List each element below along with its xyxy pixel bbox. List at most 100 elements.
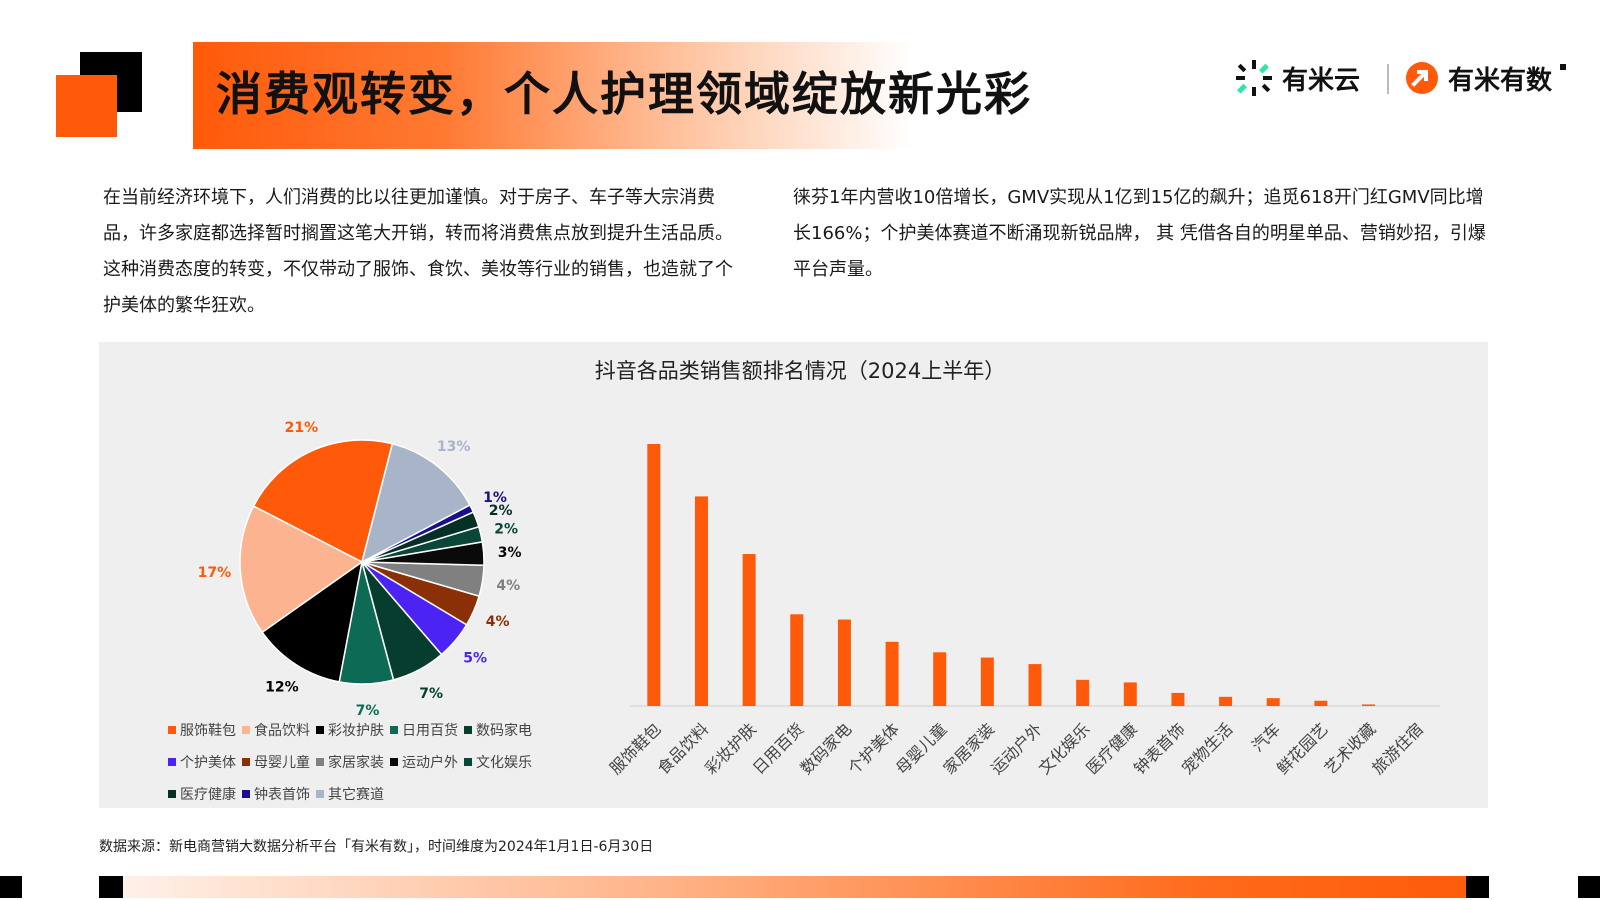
youmi-data-logo: 有米有数: [1404, 58, 1567, 98]
bar-tick-label: 运动户外: [987, 719, 1046, 778]
legend-item: 服饰鞋包: [168, 720, 236, 740]
data-source-note: 数据来源：新电商营销大数据分析平台「有米有数」，时间维度为2024年1月1日-6…: [99, 839, 654, 855]
bottom-edge-block-right: [1578, 876, 1600, 898]
pie-slice-13: [360, 442, 471, 564]
legend-label: 运动户外: [402, 755, 458, 771]
bar-tick-label: 钟表首饰: [1130, 719, 1189, 778]
bar-tick-label: 彩妆护肤: [701, 719, 760, 778]
bar-7: [933, 652, 947, 706]
bar-tick-label: 食品饮料: [654, 719, 713, 778]
page-title: 消费观转变，个人护理领域绽放新光彩: [216, 67, 1032, 121]
pie-label-8: 4%: [496, 578, 520, 594]
legend-item: 家居家装: [316, 752, 384, 772]
legend-label: 数码家电: [476, 723, 532, 739]
legend-label: 其它赛道: [328, 787, 384, 803]
bar-13: [1219, 696, 1233, 706]
legend-label: 服饰鞋包: [180, 723, 236, 739]
legend-label: 家居家装: [328, 755, 384, 771]
pie-label-9: 3%: [498, 545, 522, 561]
legend-swatch: [464, 726, 472, 734]
bar-8: [980, 657, 994, 706]
legend-item: 钟表首饰: [242, 784, 310, 804]
bar-2: [694, 496, 708, 706]
logo-a-text: 有米云: [1282, 65, 1361, 96]
bar-12: [1171, 692, 1185, 706]
bar-chart: 服饰鞋包食品饮料彩妆护肤日用百货数码家电个护美体母婴儿童家居家装运动户外文化娱乐…: [606, 444, 1440, 778]
pie-label-2: 17%: [198, 565, 232, 581]
legend-swatch: [316, 790, 324, 798]
legend-label: 食品饮料: [254, 723, 310, 739]
pie-label-5: 7%: [419, 686, 443, 702]
legend-swatch: [464, 758, 472, 766]
legend-swatch: [168, 726, 176, 734]
logo-b-text: 有米有数: [1448, 65, 1553, 96]
bar-tick-label: 日用百货: [749, 719, 808, 778]
youmi-cloud-logo-icon: [1236, 60, 1272, 96]
legend-label: 钟表首饰: [254, 787, 310, 803]
bottom-bar-cap-right: [1466, 876, 1489, 898]
legend-swatch: [316, 726, 324, 734]
pie-label-11: 2%: [489, 503, 513, 519]
intro-paragraph-right: 徕芬1年内营收10倍增长，GMV实现从1亿到15亿的飙升；追觅618开门红GMV…: [793, 187, 1486, 280]
bar-1: [647, 444, 661, 706]
legend-swatch: [242, 726, 250, 734]
legend-label: 母婴儿童: [254, 755, 310, 771]
bar-5: [837, 619, 851, 706]
bar-tick-label: 汽车: [1248, 719, 1284, 755]
legend-item: 母婴儿童: [242, 752, 310, 772]
pie-slice-1: [252, 439, 394, 564]
intro-paragraph-left: 在当前经济环境下，人们消费的比以往更加谨慎。对于房子、车子等大宗消费品，许多家庭…: [103, 187, 733, 316]
legend-label: 个护美体: [180, 755, 236, 771]
bar-10: [1076, 679, 1090, 706]
legend-item: 其它赛道: [316, 784, 384, 804]
bar-tick-label: 家居家装: [939, 719, 998, 778]
bar-16: [1362, 704, 1376, 706]
chart-title: 抖音各品类销售额排名情况（2024上半年）: [594, 359, 1006, 383]
bar-tick-label: 文化娱乐: [1035, 719, 1094, 778]
pie-slice-3: [261, 560, 364, 683]
pie-label-4: 7%: [356, 703, 380, 719]
legend-label: 文化娱乐: [476, 755, 532, 771]
legend-swatch: [390, 758, 398, 766]
youmi-data-logo-icon: [1406, 62, 1438, 94]
bar-tick-label: 医疗健康: [1082, 719, 1141, 778]
bar-14: [1266, 698, 1280, 706]
legend-item: 医疗健康: [168, 784, 236, 804]
corner-block-orange: [56, 75, 117, 137]
legend-swatch: [242, 790, 250, 798]
legend-swatch: [168, 790, 176, 798]
legend-item: 彩妆护肤: [316, 720, 384, 740]
legend-item: 数码家电: [464, 720, 532, 740]
pie-label-12: 1%: [483, 490, 507, 506]
bar-tick-label: 旅游住宿: [1368, 719, 1427, 778]
bar-9: [1028, 664, 1042, 706]
pie-label-13: 13%: [437, 439, 471, 455]
youmi-cloud-logo: 有米云: [1234, 58, 1360, 98]
bar-tick-label: 宠物生活: [1178, 719, 1237, 778]
pie-legend: 服饰鞋包 食品饮料 彩妆护肤 日用百货 数码家电 个护美体 母婴儿童 家居家装 运动户外 文化娱乐…: [168, 720, 578, 804]
logo-b-dot: [1560, 64, 1567, 70]
pie-label-3: 12%: [265, 679, 299, 695]
logo-separator: [1387, 64, 1389, 94]
legend-label: 彩妆护肤: [328, 723, 384, 739]
legend-swatch: [168, 758, 176, 766]
bar-tick-label: 数码家电: [797, 719, 856, 778]
bar-tick-label: 服饰鞋包: [606, 719, 665, 778]
bar-4: [790, 614, 804, 706]
legend-swatch: [242, 758, 250, 766]
pie-label-1: 21%: [285, 420, 319, 436]
legend-swatch: [316, 758, 324, 766]
bar-tick-label: 母婴儿童: [892, 719, 951, 778]
bar-tick-label: 艺术收藏: [1321, 719, 1380, 778]
legend-item: 文化娱乐: [464, 752, 532, 772]
bar-11: [1123, 682, 1137, 706]
bar-6: [885, 641, 899, 706]
pie-label-6: 5%: [463, 650, 487, 666]
bar-tick-label: 鲜花园艺: [1273, 719, 1332, 778]
pie-chart: 21%17%12%7%7%5%4%4%3%2%2%1%13%: [198, 420, 522, 719]
legend-item: 运动户外: [390, 752, 458, 772]
legend-item: 食品饮料: [242, 720, 310, 740]
pie-slice-2: [239, 505, 364, 634]
legend-label: 医疗健康: [180, 787, 236, 803]
